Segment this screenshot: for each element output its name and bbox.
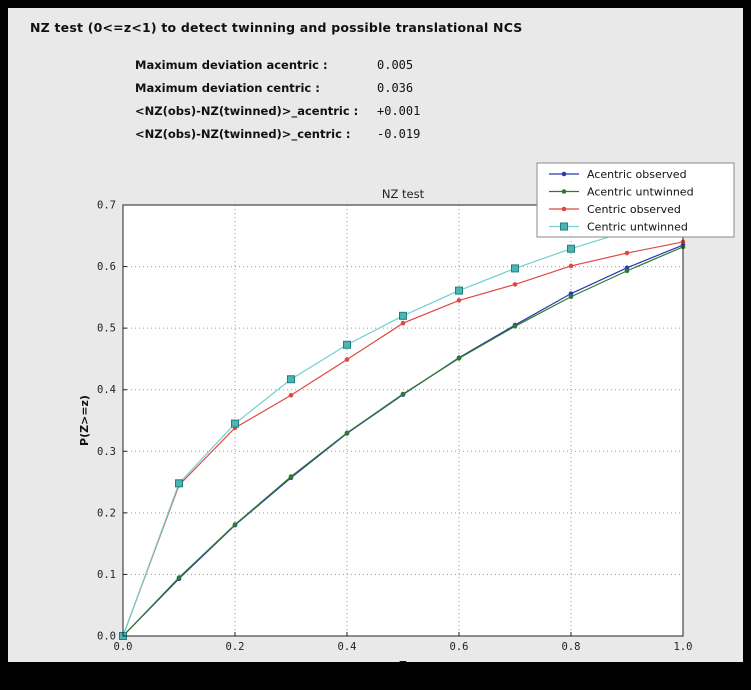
legend-label: Centric untwinned [587,221,688,234]
data-point [343,340,351,349]
data-point [400,391,406,397]
stat-value: +0.001 [377,104,421,118]
y-tick-label: 0.4 [97,384,116,396]
x-tick-label: 0.8 [562,641,581,653]
data-point [512,282,518,287]
x-axis-label: Z [399,659,407,662]
report-window: NZ test (0<=z<1) to detect twinning and … [8,8,743,672]
data-point [288,474,294,479]
stat-row: Maximum deviation centric : 0.036 [135,81,420,104]
x-tick-label: 0.0 [114,641,133,653]
data-point [568,294,574,300]
legend-item: Centric untwinned [549,221,688,234]
data-point [456,298,462,303]
data-point [400,320,406,326]
stat-label: Maximum deviation centric : [135,81,320,95]
x-tick-label: 0.4 [338,641,357,653]
y-tick-label: 0.5 [97,323,116,335]
legend-label: Centric observed [587,203,681,216]
stat-label: Maximum deviation acentric : [135,58,328,72]
plot-border [122,204,684,637]
data-point [175,479,183,488]
data-point [567,244,575,253]
data-point [624,268,630,274]
data-point [344,430,350,436]
data-point [512,323,518,329]
legend-item: Acentric observed [549,168,687,181]
y-tick-label: 0.0 [97,631,116,643]
data-point [344,357,350,362]
data-point [288,392,294,398]
stat-row: Maximum deviation acentric : 0.005 [135,58,420,81]
x-tick-label: 1.0 [674,641,693,653]
legend-label: Acentric observed [587,168,687,181]
legend-box [536,162,735,238]
data-point [232,522,238,527]
data-point [399,311,407,320]
data-point [176,575,182,580]
y-tick-label: 0.1 [97,569,116,581]
stat-row: <NZ(obs)-NZ(twinned)>_acentric : +0.001 [135,104,420,127]
legend: Acentric observed Acentric untwinned Centr… [536,162,735,238]
x-tick-label: 0.6 [450,641,469,653]
stat-label: <NZ(obs)-NZ(twinned)>_acentric : [135,104,359,118]
y-axis-label: P(Z>=z) [78,395,91,446]
y-tick-label: 0.6 [97,261,116,273]
plot-area [123,205,683,636]
chart-container: 0.0 0.2 0.4 0.6 0.8 1.0 0.0 0.1 0.2 0.3 0.4 0.5 0.6 0… [8,158,743,672]
legend-sample-marker [560,222,568,231]
page-title: NZ test (0<=z<1) to detect twinning and … [30,20,523,35]
data-point [568,263,574,269]
legend-sample-marker [561,206,567,212]
data-point [624,250,630,256]
y-tick-label: 0.7 [97,200,116,212]
stat-row: <NZ(obs)-NZ(twinned)>_centric : -0.019 [135,127,420,150]
data-point [455,286,463,295]
stat-value: 0.005 [377,58,414,72]
chart-title: NZ test [382,187,425,201]
stat-value: 0.036 [377,81,414,95]
y-tick-label: 0.3 [97,446,116,458]
legend-sample-marker [561,189,567,194]
stat-label: <NZ(obs)-NZ(twinned)>_centric : [135,127,351,141]
stats-block: Maximum deviation acentric :0.005 Maximum… [135,58,420,150]
legend-sample-marker [561,171,567,177]
nz-test-chart: 0.0 0.2 0.4 0.6 0.8 1.0 0.0 0.1 0.2 0.3 0.4 0.5 0.6 0… [78,162,735,672]
data-point [231,419,239,428]
x-tick-label: 0.2 [226,641,245,653]
data-point [511,264,519,273]
data-point [456,356,462,361]
stat-value: -0.019 [377,127,421,141]
legend-item: Centric observed [549,203,681,216]
y-tick-label: 0.2 [97,507,116,519]
legend-label: Acentric untwinned [587,186,694,199]
data-point [287,375,295,384]
legend-item: Acentric untwinned [549,186,694,199]
